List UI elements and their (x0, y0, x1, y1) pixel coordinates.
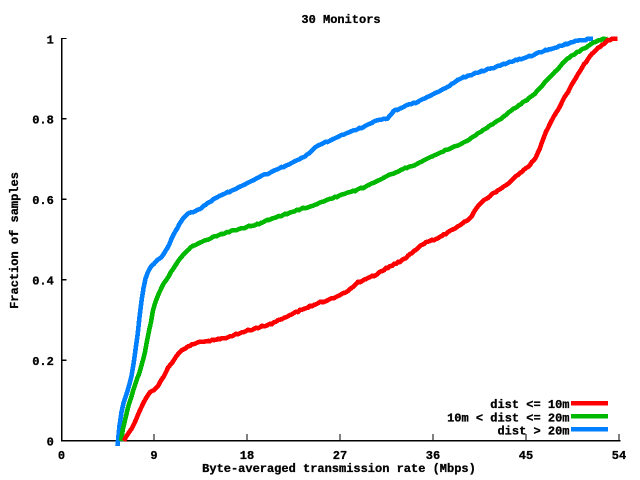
svg-text:10m < dist <= 20m: 10m < dist <= 20m (447, 411, 569, 425)
svg-text:45: 45 (519, 449, 533, 463)
svg-text:Byte-averaged transmission rat: Byte-averaged transmission rate (Mbps) (202, 462, 476, 476)
svg-text:dist <= 10m: dist <= 10m (490, 398, 569, 412)
svg-text:9: 9 (150, 449, 157, 463)
svg-text:Fraction of samples: Fraction of samples (8, 172, 22, 309)
svg-text:1: 1 (47, 33, 54, 47)
svg-text:dist > 20m: dist > 20m (497, 424, 569, 438)
svg-text:36: 36 (426, 449, 440, 463)
svg-text:0.6: 0.6 (32, 194, 54, 208)
svg-text:0.8: 0.8 (32, 114, 54, 128)
svg-text:30 Monitors: 30 Monitors (301, 13, 380, 27)
svg-text:27: 27 (333, 449, 347, 463)
svg-text:0.2: 0.2 (32, 355, 54, 369)
svg-text:0: 0 (47, 436, 54, 450)
svg-text:0.4: 0.4 (32, 275, 54, 289)
svg-text:0: 0 (58, 449, 65, 463)
svg-text:54: 54 (612, 449, 626, 463)
svg-text:18: 18 (240, 449, 254, 463)
